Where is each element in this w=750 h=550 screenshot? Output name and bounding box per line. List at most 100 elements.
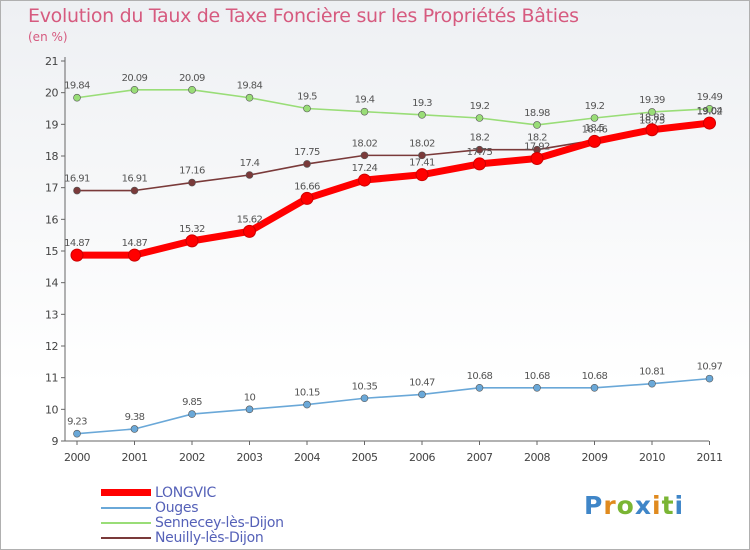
data-point [128, 248, 141, 262]
data-label: 20.09 [122, 73, 148, 84]
data-point [360, 107, 369, 116]
y-tick-label: 9 [52, 435, 59, 448]
data-label: 19.4 [355, 95, 375, 106]
data-label: 18.2 [527, 133, 547, 144]
y-tick-label: 17 [45, 182, 58, 195]
data-label: 14.87 [64, 238, 90, 249]
data-point [188, 86, 196, 94]
data-label: 10.97 [697, 362, 723, 373]
data-point [188, 178, 196, 187]
x-tick-label: 2011 [697, 451, 723, 464]
logo-letter: P [584, 491, 604, 520]
data-point [703, 116, 716, 130]
data-label: 9.38 [125, 412, 145, 423]
logo-letter: i [652, 491, 662, 520]
data-label: 18.2 [470, 133, 490, 144]
data-label: 17.41 [409, 158, 435, 169]
data-label: 17.92 [524, 142, 550, 153]
legend-label: Sennecey-lès-Dijon [155, 514, 284, 531]
data-label: 18.98 [524, 108, 550, 119]
legend-label: Ouges [155, 499, 199, 516]
data-point [418, 111, 426, 119]
data-point [358, 173, 371, 187]
data-point [590, 383, 599, 392]
legend-swatch [101, 521, 151, 524]
series-lines [76, 89, 710, 435]
data-label: 16.91 [122, 174, 148, 185]
data-label: 17.75 [467, 147, 493, 158]
series-line-0 [77, 119, 710, 259]
proxiti-logo: Proxiti [584, 491, 684, 520]
data-label: 10.35 [352, 381, 378, 392]
data-point [473, 157, 486, 171]
data-label: 19.39 [639, 95, 665, 106]
data-label: 19.84 [64, 81, 90, 92]
data-label: 18.02 [409, 138, 435, 149]
data-label: 16.66 [294, 181, 320, 192]
data-point [418, 151, 426, 160]
data-point [475, 383, 484, 392]
data-point [245, 93, 254, 102]
data-label: 16.91 [64, 174, 90, 185]
logo-letter: i [674, 491, 685, 520]
data-point [590, 114, 599, 122]
logo-letter: o [616, 491, 635, 520]
data-label: 19.3 [412, 98, 432, 109]
y-tick-label: 12 [45, 340, 58, 353]
legend-label: Neuilly-lès-Dijon [155, 529, 264, 546]
x-tick-label: 2003 [237, 451, 263, 464]
axes: 9 10 11 12 13 14 15 16 17 18 19 20 21 2000 2001 2002 200… [45, 55, 723, 464]
data-point [705, 105, 714, 113]
y-tick-label: 20 [45, 87, 58, 100]
legend-label: LONGVIC [155, 484, 217, 501]
data-label: 10.47 [409, 377, 435, 388]
chart-title: Evolution du Taux de Taxe Foncière sur l… [28, 5, 579, 27]
data-label: 15.32 [179, 224, 205, 235]
legend-item-ouges: Ouges [101, 499, 284, 516]
data-point [245, 171, 254, 179]
data-label: 19.49 [697, 92, 723, 103]
x-tick-label: 2004 [294, 451, 320, 464]
data-point [130, 425, 139, 433]
data-point [360, 394, 369, 403]
data-label: 10.81 [639, 367, 665, 378]
data-point [415, 168, 429, 182]
y-tick-label: 18 [45, 150, 58, 163]
data-point [73, 93, 81, 102]
legend: LONGVIC Ouges Sennecey-lès-Dijon Neuilly… [101, 484, 284, 546]
data-label: 17.4 [240, 158, 260, 169]
legend-item-neuilly: Neuilly-lès-Dijon [101, 529, 284, 546]
data-label: 10.68 [467, 371, 493, 382]
y-tick-label: 21 [45, 55, 58, 68]
data-point [533, 121, 541, 129]
data-point [418, 390, 426, 399]
data-point [130, 86, 139, 94]
legend-swatch [101, 536, 151, 539]
y-tick-label: 16 [45, 213, 58, 226]
data-point [243, 224, 256, 238]
data-label: 9.85 [182, 397, 202, 408]
legend-swatch [101, 506, 151, 509]
data-labels: 14.87 14.87 15.32 15.62 16.66 17.24 17.41 17.75… [64, 73, 723, 428]
y-tick-label: 10 [45, 403, 58, 416]
data-point [475, 145, 484, 154]
data-point [73, 429, 81, 438]
data-label: 9.23 [67, 417, 87, 428]
y-tick-label: 19 [45, 118, 58, 131]
data-point [588, 134, 601, 148]
data-point [188, 410, 196, 418]
data-label: 19.02 [697, 107, 723, 118]
x-tick-label: 2008 [524, 451, 550, 464]
data-label: 19.84 [237, 81, 263, 92]
data-point [705, 374, 714, 383]
data-label: 10 [244, 392, 256, 403]
series-points [70, 86, 716, 438]
y-tick-label: 11 [45, 372, 58, 385]
x-tick-label: 2005 [352, 451, 378, 464]
data-point [360, 151, 369, 160]
data-label: 18.75 [639, 115, 665, 126]
data-label: 20.09 [179, 73, 205, 84]
data-point [533, 383, 541, 392]
